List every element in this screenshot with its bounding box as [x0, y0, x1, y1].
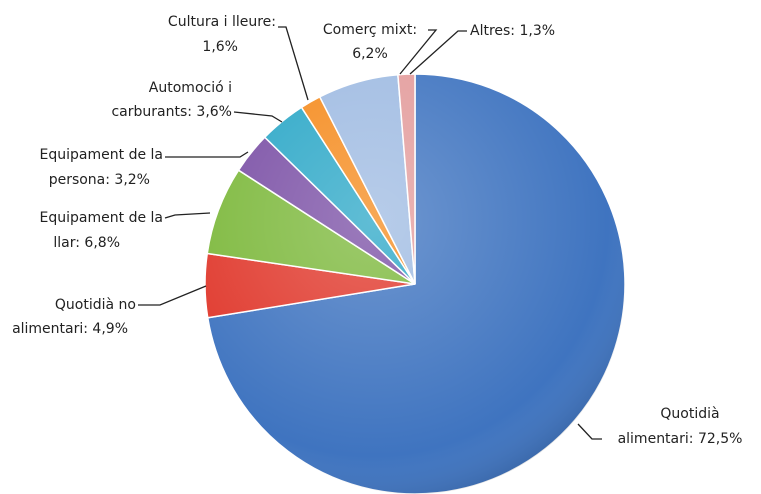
data-label: Altres: 1,3% — [470, 23, 555, 39]
data-label: Equipament de la — [40, 147, 163, 163]
data-label: alimentari: 72,5% — [618, 431, 743, 447]
data-label: persona: 3,2% — [49, 172, 150, 188]
data-label: Quotidià — [660, 406, 719, 422]
data-label: 1,6% — [202, 39, 238, 55]
leader-line — [409, 30, 467, 75]
leader-line — [165, 151, 249, 158]
data-label: Cultura i lleure: — [168, 14, 276, 30]
leader-line — [138, 285, 207, 306]
pie — [204, 73, 626, 494]
leader-line — [164, 212, 211, 219]
leader-line — [233, 111, 283, 123]
leader-line — [278, 26, 309, 101]
data-label: Automoció i — [149, 80, 232, 96]
data-label: Comerç mixt: — [323, 22, 417, 38]
data-label: alimentari: 4,9% — [12, 321, 128, 337]
leader-line — [577, 423, 602, 440]
data-label: 6,2% — [352, 46, 388, 62]
data-label: Equipament de la — [40, 210, 163, 226]
leader-line — [399, 29, 438, 75]
data-label: Quotidià no — [55, 297, 136, 313]
data-label: carburants: 3,6% — [111, 104, 232, 120]
data-label: llar: 6,8% — [53, 235, 120, 251]
labels: Quotidià alimentari: 72,5% Quotidià no alim… — [12, 14, 742, 447]
